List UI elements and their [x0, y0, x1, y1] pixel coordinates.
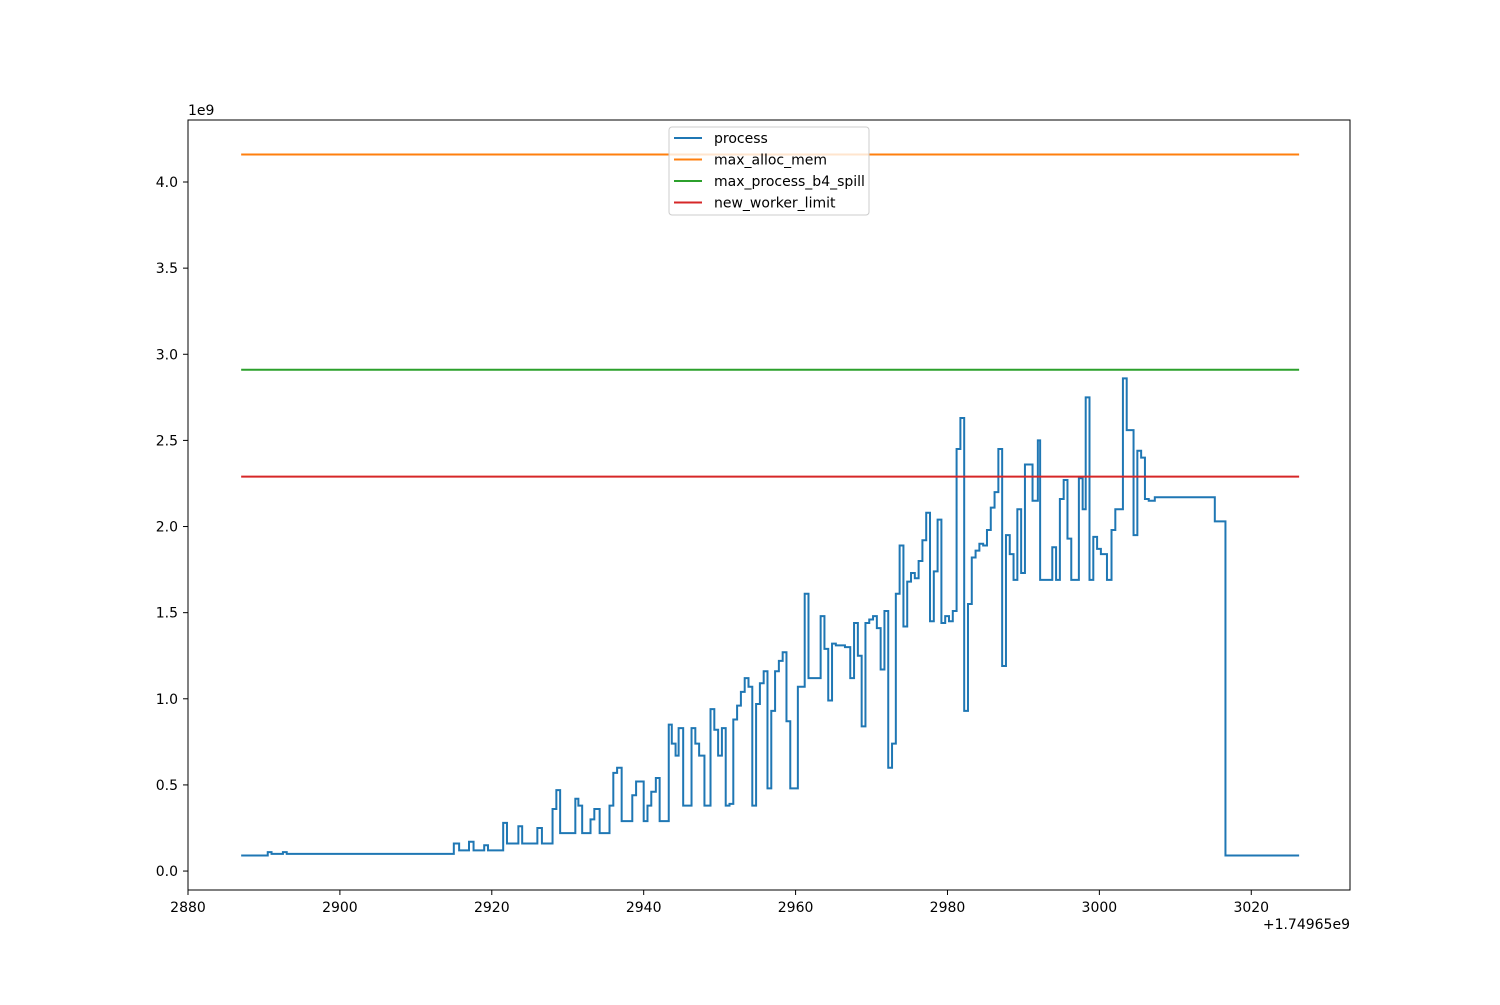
y-tick-label: 4.0 — [156, 175, 178, 191]
x-tick-label: 3020 — [1233, 900, 1269, 916]
y-scale-label: 1e9 — [188, 103, 214, 119]
x-tick-label: 2920 — [474, 900, 510, 916]
y-tick-label: 3.0 — [156, 347, 178, 363]
x-tick-label: 2940 — [626, 900, 662, 916]
axes-layer: 2880 2900 2920 2940 2960 2980 3000 3020 0.0 0.5 1.… — [156, 175, 1269, 916]
series-layer — [241, 153, 1300, 857]
plot-area-frame — [187, 119, 1351, 891]
legend-label-max_alloc_mem: max_alloc_mem — [714, 153, 827, 169]
y-tick-label: 3.5 — [156, 261, 178, 277]
legend-box — [668, 126, 870, 216]
y-tick-label: 0.5 — [156, 778, 178, 794]
y-tick-label: 2.0 — [156, 520, 178, 536]
legend-label-max_process_b4_spill: max_process_b4_spill — [714, 174, 865, 190]
y-tick-label: 0.0 — [156, 864, 178, 880]
legend-label-new_worker_limit: new_worker_limit — [714, 196, 836, 212]
y-tick-label: 1.5 — [156, 606, 178, 622]
y-tick-label: 1.0 — [156, 692, 178, 708]
series-line-process — [241, 377, 1300, 857]
x-tick-label: 3000 — [1082, 900, 1118, 916]
x-offset-label: +1.74965e9 — [1263, 917, 1350, 933]
legend: process max_alloc_mem max_process_b4_spill… — [668, 126, 870, 216]
x-tick-label: 2880 — [170, 900, 206, 916]
x-tick-label: 2980 — [930, 900, 966, 916]
y-tick-label: 2.5 — [156, 433, 178, 449]
x-tick-label: 2900 — [322, 900, 358, 916]
x-tick-label: 2960 — [778, 900, 814, 916]
legend-label-process: process — [714, 131, 768, 147]
